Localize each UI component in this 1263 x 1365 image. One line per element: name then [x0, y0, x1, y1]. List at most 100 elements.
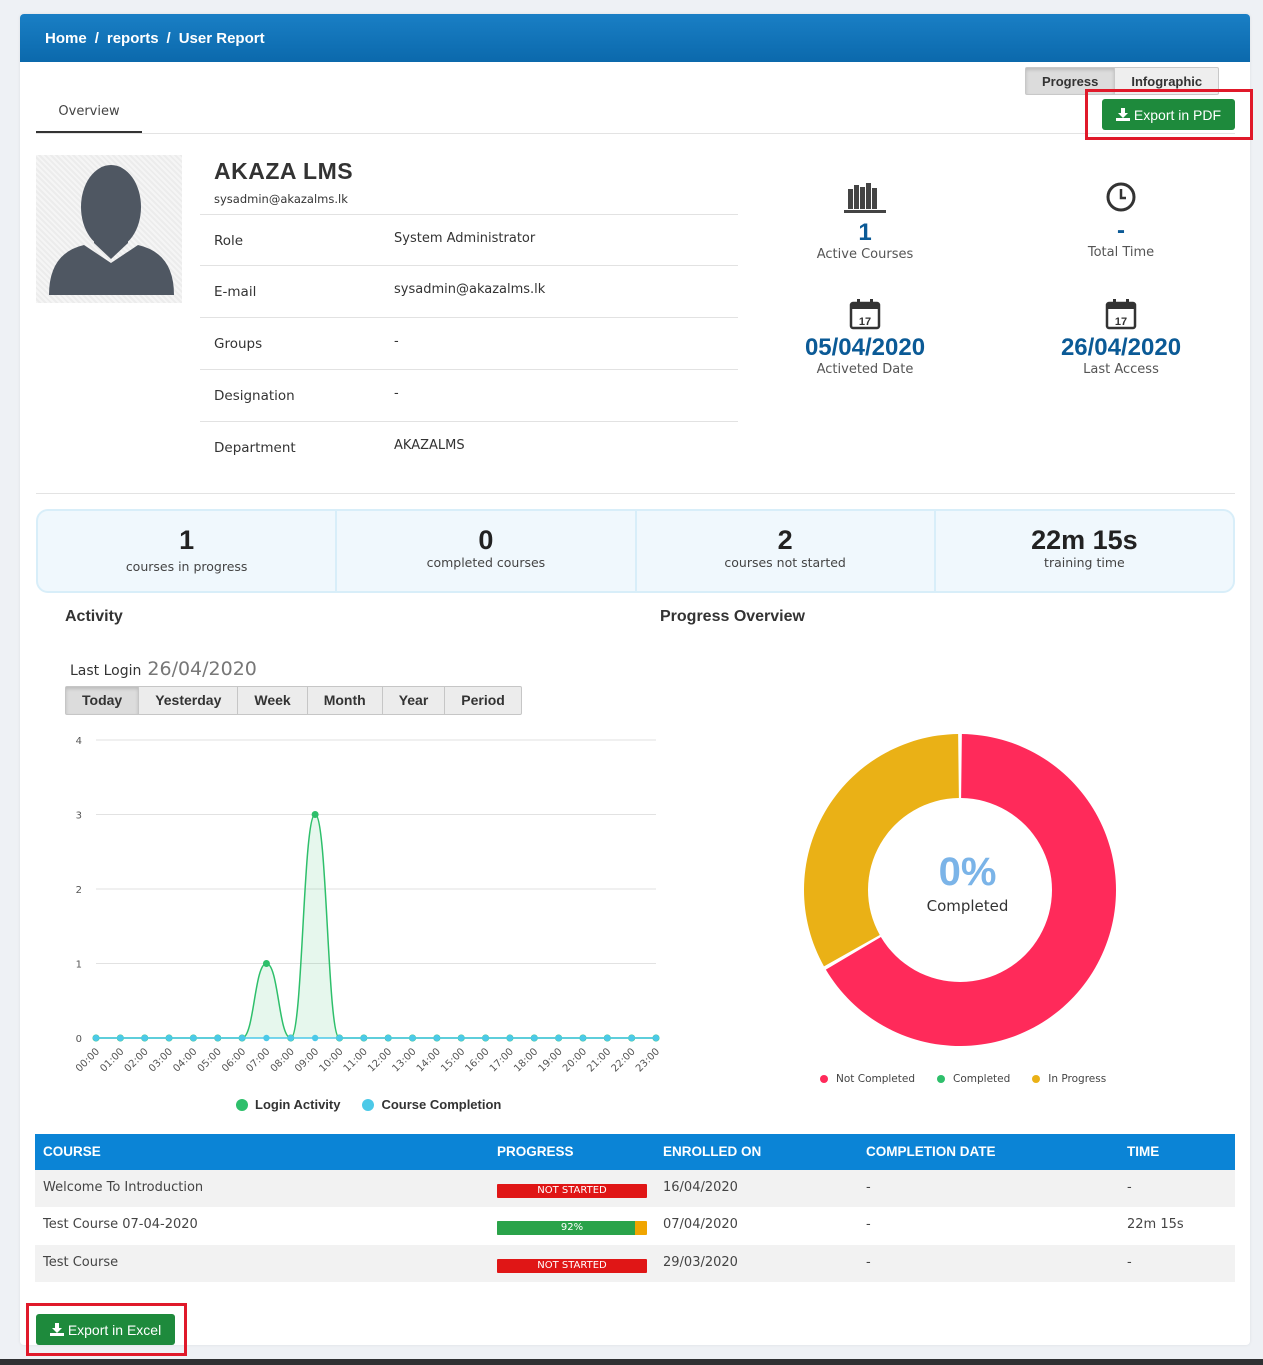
export-pdf-button[interactable]: Export in PDF: [1102, 99, 1235, 130]
period-period[interactable]: Period: [461, 692, 505, 708]
table-row[interactable]: Test Course NOT STARTED 29/03/2020 - -: [35, 1245, 1235, 1282]
period-today[interactable]: Today: [66, 687, 140, 714]
x-tick-label: 10:00: [317, 1046, 345, 1073]
donut-slice: [825, 734, 1116, 1046]
legend-dot: [820, 1075, 828, 1083]
active-courses-value: 1: [858, 219, 872, 246]
period-year[interactable]: Year: [383, 687, 446, 714]
legend-dot: [937, 1075, 946, 1083]
progress-bar: 92%: [497, 1221, 647, 1235]
data-point: [263, 1034, 270, 1042]
summary-value: 22m 15s: [1031, 525, 1138, 555]
breadcrumb-separator: /: [166, 29, 171, 47]
x-tick-label: 07:00: [244, 1046, 272, 1073]
data-point: [506, 1034, 514, 1042]
breadcrumb-separator: /: [94, 29, 99, 47]
tab-overview[interactable]: Overview: [36, 96, 142, 134]
info-value: -: [394, 386, 399, 401]
x-tick-label: 02:00: [123, 1046, 151, 1073]
highlight-box: [1085, 89, 1253, 140]
legend-completed[interactable]: Completed: [937, 1073, 1010, 1085]
table-row[interactable]: Welcome To Introduction NOT STARTED 16/0…: [35, 1170, 1235, 1207]
user-avatar-icon: [49, 165, 174, 295]
info-label: Department: [214, 440, 296, 456]
last-access-value: 26/04/2020: [1060, 334, 1182, 361]
data-point: [555, 1034, 562, 1042]
data-point: [262, 960, 270, 967]
x-tick-label: 01:00: [98, 1046, 126, 1073]
highlight-box: [26, 1303, 187, 1356]
legend-dot: [236, 1098, 248, 1111]
summary-not-started: 2 courses not started: [637, 511, 936, 591]
x-tick-label: 18:00: [512, 1046, 540, 1073]
legend-login-activity[interactable]: Login Activity: [255, 1097, 341, 1112]
cell-course: Test Course 07-04-2020: [43, 1217, 198, 1232]
y-tick-label: 3: [76, 811, 82, 822]
summary-value: 0: [478, 525, 494, 555]
calendar-icon: 17: [849, 299, 881, 330]
data-point: [531, 1034, 538, 1042]
x-tick-label: 14:00: [415, 1046, 443, 1073]
summary-label: courses in progress: [125, 559, 248, 574]
progress-bar: NOT STARTED: [497, 1259, 647, 1273]
summary-value: 1: [179, 525, 195, 555]
x-tick-label: 20:00: [561, 1046, 589, 1073]
cell-enrolled: 29/03/2020: [663, 1255, 738, 1270]
bottom-bar: [0, 1359, 1263, 1365]
data-point: [433, 1034, 441, 1042]
progress-status: 92%: [560, 1222, 584, 1233]
period-month[interactable]: Month: [308, 687, 383, 714]
data-point: [141, 1034, 148, 1042]
info-row-department: Department AKAZALMS: [200, 421, 738, 473]
x-tick-label: 17:00: [488, 1046, 516, 1073]
donut-percent: 0%: [938, 850, 997, 894]
x-tick-label: 05:00: [196, 1046, 224, 1073]
legend-label: In Progress: [1048, 1073, 1107, 1085]
col-enrolled[interactable]: ENROLLED ON: [663, 1144, 762, 1159]
y-tick-label: 1: [76, 960, 82, 971]
progress-status: NOT STARTED: [537, 1185, 607, 1196]
data-point: [165, 1034, 173, 1042]
export-excel-button[interactable]: Export in Excel: [36, 1314, 175, 1345]
data-point: [117, 1034, 124, 1042]
legend-not-completed[interactable]: Not Completed: [820, 1073, 915, 1085]
y-tick-label: 0: [76, 1034, 82, 1045]
x-tick-label: 22:00: [610, 1046, 638, 1073]
legend-course-completion[interactable]: Course Completion: [381, 1097, 502, 1112]
legend-in-progress[interactable]: In Progress: [1032, 1073, 1106, 1085]
data-point: [628, 1034, 635, 1042]
period-yesterday[interactable]: Yesterday: [139, 687, 239, 714]
progress-fill: [497, 1221, 635, 1235]
y-tick-label: 4: [76, 736, 82, 747]
donut-slice: [804, 734, 959, 967]
last-login-date: 26/04/2020: [147, 658, 257, 680]
progress-status: NOT STARTED: [537, 1260, 607, 1271]
cell-course: Welcome To Introduction: [43, 1180, 204, 1195]
col-course[interactable]: COURSE: [43, 1144, 101, 1159]
col-progress[interactable]: PROGRESS: [497, 1144, 574, 1159]
breadcrumb-home[interactable]: Home: [45, 29, 87, 47]
info-value: sysadmin@akazalms.lk: [394, 282, 546, 297]
table-row[interactable]: Test Course 07-04-2020 92% 07/04/2020 - …: [35, 1207, 1235, 1244]
y-tick-label: 2: [76, 885, 82, 896]
col-completion-date[interactable]: COMPLETION DATE: [866, 1144, 996, 1159]
x-tick-label: 12:00: [366, 1046, 394, 1073]
period-week[interactable]: Week: [238, 687, 308, 714]
tab-infographic[interactable]: Infographic: [1131, 74, 1203, 89]
breadcrumb-reports[interactable]: reports: [106, 29, 159, 47]
x-tick-label: 03:00: [147, 1046, 175, 1073]
x-tick-label: 04:00: [171, 1046, 199, 1073]
last-access-label: Last Access: [1083, 362, 1159, 377]
info-value: System Administrator: [394, 231, 536, 246]
summary-value: 2: [777, 525, 793, 555]
cell-completion: -: [866, 1217, 871, 1232]
data-point: [384, 1034, 392, 1042]
summary-completed: 0 completed courses: [337, 511, 637, 591]
breadcrumb-current: User Report: [178, 29, 265, 47]
summary-label: training time: [1044, 555, 1125, 570]
stat-activated-date: 17 05/04/2020 Activeted Date: [765, 298, 965, 377]
data-point: [409, 1034, 416, 1042]
legend-dot: [362, 1098, 375, 1111]
col-time[interactable]: TIME: [1127, 1144, 1160, 1159]
download-icon: [1115, 108, 1130, 121]
